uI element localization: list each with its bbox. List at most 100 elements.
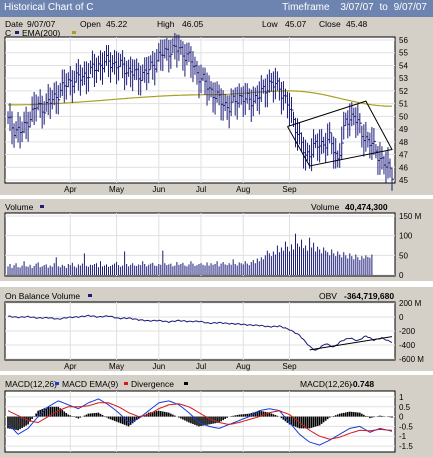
obv-legend: On Balance Volume (5, 291, 80, 301)
volume-readout-label: Volume (311, 202, 340, 212)
price-date-label: Date (5, 19, 23, 29)
volume-legend-swatch (40, 205, 44, 208)
obv-x-tick-label: Jul (196, 362, 206, 371)
obv-readout-label: OBV (319, 291, 337, 301)
macd-y-axis: 10.50-0.5-1-1.5 (399, 393, 413, 451)
macd-signal-line (7, 402, 393, 440)
macd-y-tick-label: -1 (399, 432, 407, 441)
obv-readout-value: -364,719,680 (344, 291, 394, 301)
price-legend-ema: EMA(200) (22, 28, 60, 38)
macd-legend-macd: MACD(12,26) (5, 379, 57, 389)
price-panel: Date 9/07/07 Open 45.22 High 46.05 Low 4… (0, 17, 433, 195)
obv-gridlines (5, 302, 395, 360)
price-date-value: 9/07/07 (27, 19, 56, 29)
price-close-value: 45.48 (346, 19, 368, 29)
price-x-tick-label: Sep (282, 185, 297, 194)
price-y-tick-label: 46 (399, 163, 408, 172)
price-channel-lines (287, 100, 393, 167)
macd-legend-div: Divergence (131, 379, 174, 389)
price-low-value: 45.07 (285, 19, 307, 29)
price-x-tick-label: Aug (236, 185, 250, 194)
volume-y-tick-label: 150 M (399, 212, 422, 221)
macd-legend-swatch (55, 382, 59, 385)
price-open-value: 45.22 (106, 19, 128, 29)
obv-y-tick-label: 0 (399, 313, 404, 322)
price-x-tick-label: May (109, 185, 124, 194)
obv-legend-swatch (88, 294, 92, 297)
obv-series (7, 314, 393, 351)
timeframe-readout: Timeframe 3/07/07 to 9/07/07 (282, 2, 427, 13)
price-y-axis: 45 46 47 48 49 50 51 52 53 54 55 56 (399, 36, 408, 185)
obv-x-tick-label: Aug (236, 362, 250, 371)
chart-title: Historical Chart of C (4, 2, 94, 13)
obv-y-tick-label: -400 (399, 341, 416, 350)
obv-x-tick-label: Sep (282, 362, 297, 371)
price-open-label: Open (80, 19, 101, 29)
price-legend-swatch (15, 31, 19, 34)
volume-y-tick-label: 50 (399, 251, 408, 260)
timeframe-label: Timeframe (282, 2, 330, 13)
macd-panel: MACD(12,26) MACD EMA(9) Divergence MACD(… (0, 375, 433, 457)
macd-plot-area (4, 390, 396, 453)
title-bar: Historical Chart of C Timeframe 3/07/07 … (0, 0, 433, 17)
price-y-tick-label: 50 (399, 112, 408, 121)
macd-line-series (7, 398, 393, 446)
price-y-tick-label: 51 (399, 100, 408, 109)
volume-y-tick-label: 0 (399, 271, 404, 280)
macd-ema-legend-swatch (124, 382, 128, 385)
price-high-value: 46.05 (182, 19, 204, 29)
timeframe-to: 9/07/07 (393, 2, 427, 13)
price-high-label: High (157, 19, 175, 29)
price-y-tick-label: 56 (399, 36, 408, 45)
obv-x-tick-label: May (109, 362, 124, 371)
macd-y-tick-label: -0.5 (399, 422, 413, 431)
price-low-label: Low (262, 19, 278, 29)
obv-x-axis: Apr May Jun Jul Aug Sep (64, 362, 297, 371)
volume-readout-value: 40,474,300 (345, 202, 388, 212)
obv-y-tick-label: -200 (399, 327, 416, 336)
obv-trend-line (309, 336, 393, 351)
price-y-tick-label: 53 (399, 74, 408, 83)
price-y-tick-label: 55 (399, 49, 408, 58)
price-bars-series (7, 33, 394, 191)
divergence-legend-swatch (184, 382, 188, 385)
volume-panel: Volume Volume 40,474,300 0 50 100 150 M (0, 199, 433, 281)
obv-y-tick-label: -600 M (399, 355, 424, 364)
macd-readout-label: MACD(12,26) (300, 379, 352, 389)
macd-y-tick-label: 0 (399, 413, 404, 422)
price-y-tick-label: 45 (399, 176, 408, 185)
price-y-tick-label: 48 (399, 138, 408, 147)
volume-bars-series (7, 233, 373, 275)
macd-readout-value: -0.748 (350, 379, 374, 389)
obv-x-tick-label: Jun (152, 362, 165, 371)
price-y-tick-label: 47 (399, 151, 408, 160)
price-x-tick-label: Jul (196, 185, 206, 194)
obv-x-tick-label: Apr (64, 362, 77, 371)
price-channel-outline (287, 100, 393, 167)
obv-y-tick-label: 200 M (399, 299, 422, 308)
price-y-tick-label: 54 (399, 61, 408, 70)
price-y-tick-label: 49 (399, 125, 408, 134)
timeframe-sep: to (379, 2, 388, 13)
price-y-tick-label: 52 (399, 87, 408, 96)
macd-y-tick-label: 0.5 (399, 403, 411, 412)
volume-legend: Volume (5, 202, 34, 212)
obv-y-axis: 200 M 0 -200 -400 -600 M (399, 299, 424, 364)
macd-y-tick-label: -1.5 (399, 442, 413, 451)
volume-y-axis: 0 50 100 150 M (399, 212, 422, 280)
macd-legend-ema: MACD EMA(9) (62, 379, 118, 389)
price-x-tick-label: Apr (64, 185, 77, 194)
macd-line (7, 398, 393, 446)
price-x-axis: Apr May Jun Jul Aug Sep (64, 185, 297, 194)
price-close-label: Close (319, 19, 341, 29)
obv-line (7, 314, 393, 351)
volume-plot-area (4, 212, 396, 277)
timeframe-from: 3/07/07 (340, 2, 374, 13)
volume-y-tick-label: 100 (399, 232, 413, 241)
obv-panel: On Balance Volume OBV -364,719,680 200 M… (0, 287, 433, 371)
price-legend-symbol: C (5, 28, 11, 38)
price-x-tick-label: Jun (152, 185, 165, 194)
macd-y-tick-label: 1 (399, 393, 404, 402)
